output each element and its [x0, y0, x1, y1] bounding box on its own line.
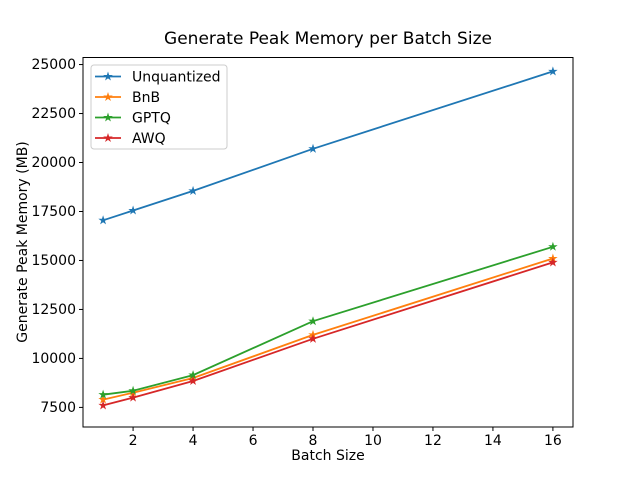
legend-marker-GPTQ: [103, 112, 113, 122]
series-marker-AWQ: [188, 375, 198, 385]
x-tick-label: 2: [129, 433, 138, 449]
legend-marker-BnB: [103, 92, 113, 102]
chart-title: Generate Peak Memory per Batch Size: [164, 29, 492, 49]
series-marker-GPTQ: [548, 241, 558, 251]
legend-label-AWQ: AWQ: [132, 131, 166, 147]
x-axis-label: Batch Size: [291, 448, 364, 464]
series-marker-BnB: [98, 394, 108, 404]
series-line-GPTQ: [102, 245, 554, 396]
series-marker-Unquantized: [98, 215, 108, 225]
x-tick-label: 8: [309, 433, 318, 449]
y-tick-label: 17500: [31, 204, 76, 220]
series-marker-AWQ: [128, 392, 138, 402]
series-marker-Unquantized: [548, 66, 558, 76]
legend-label-BnB: BnB: [132, 90, 160, 106]
legend-marker-Unquantized: [103, 71, 113, 81]
x-tick-label: 14: [484, 433, 502, 449]
legend-label-Unquantized: Unquantized: [132, 70, 221, 86]
y-axis-label: Generate Peak Memory (MB): [15, 141, 31, 343]
series-marker-GPTQ: [188, 370, 198, 380]
series-marker-Unquantized: [188, 185, 198, 195]
legend-label-GPTQ: GPTQ: [132, 111, 171, 127]
series-marker-Unquantized: [308, 143, 318, 153]
series-marker-AWQ: [98, 400, 108, 410]
legend-box: [90, 64, 228, 150]
x-tick-label: 16: [544, 433, 562, 449]
series-marker-GPTQ: [308, 316, 318, 326]
plot-area: 2 4 6 8 10 12 14 16 7500 10000 12500 15000 17500 2000…: [31, 57, 574, 449]
x-tick-label: 4: [189, 433, 198, 449]
legend-marker-AWQ: [103, 133, 113, 143]
series-marker-AWQ: [308, 333, 318, 343]
series-marker-AWQ: [548, 257, 558, 267]
y-tick-label: 22500: [31, 106, 76, 122]
plot-border: [82, 57, 574, 428]
series-line-BnB: [102, 257, 554, 401]
y-tick-label: 12500: [31, 302, 76, 318]
series-marker-Unquantized: [128, 205, 138, 215]
legend: Unquantized BnB GPTQ AWQ: [90, 64, 228, 150]
y-tick-label: 25000: [31, 57, 76, 73]
series-marker-GPTQ: [98, 389, 108, 399]
y-tick-label: 10000: [31, 351, 76, 367]
y-tick-label: 7500: [40, 400, 76, 416]
y-tick-label: 15000: [31, 253, 76, 269]
x-tick-label: 10: [364, 433, 382, 449]
x-tick-label: 12: [424, 433, 442, 449]
y-tick-label: 20000: [31, 155, 76, 171]
x-tick-label: 6: [249, 433, 258, 449]
series-marker-GPTQ: [128, 385, 138, 395]
